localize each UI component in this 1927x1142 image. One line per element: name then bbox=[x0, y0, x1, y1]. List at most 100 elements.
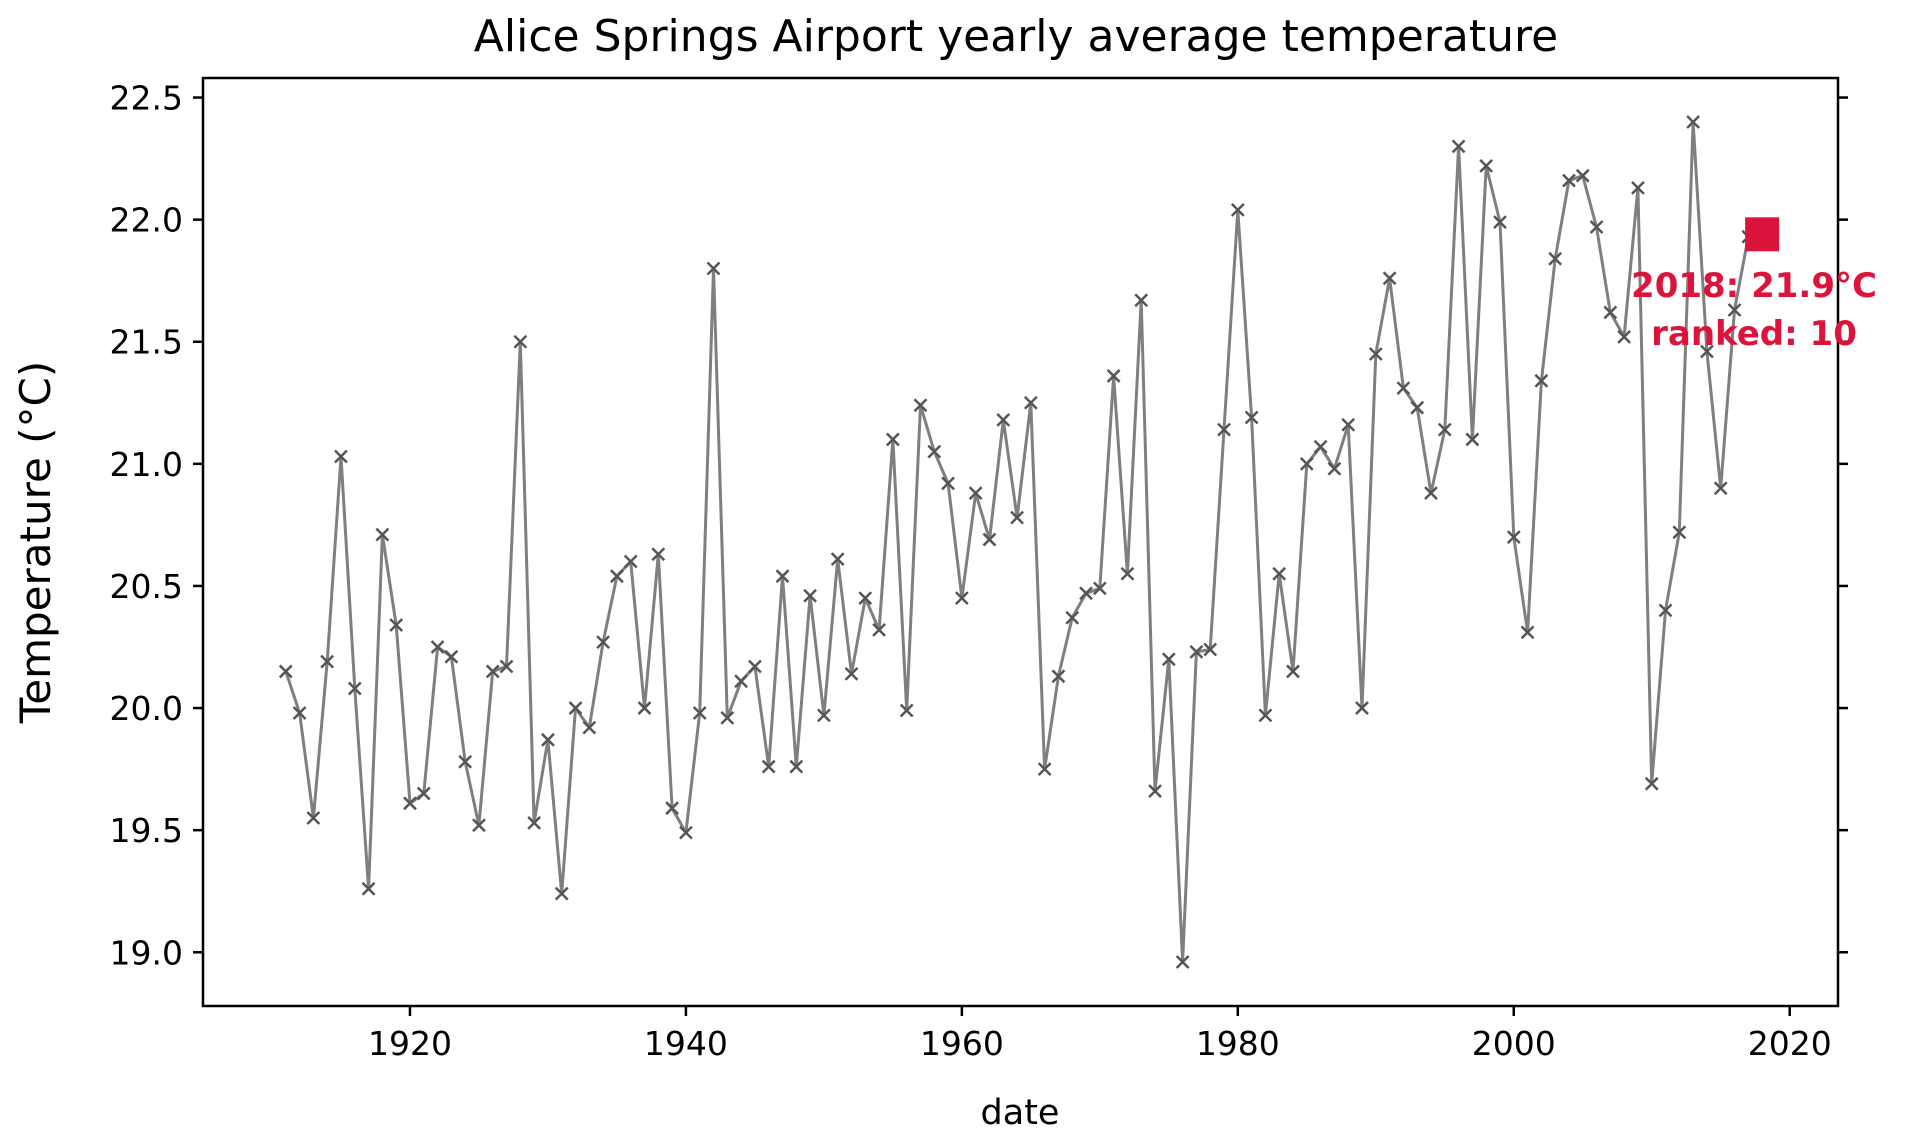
data-point-marker bbox=[761, 759, 776, 774]
data-point-marker bbox=[885, 432, 900, 447]
data-point-marker bbox=[1230, 202, 1245, 217]
data-point-marker bbox=[610, 569, 624, 584]
x-axis-label: date bbox=[981, 1093, 1060, 1133]
data-point-marker bbox=[1051, 669, 1066, 684]
data-point-marker bbox=[416, 786, 431, 801]
x-tick-label: 1980 bbox=[1196, 1024, 1280, 1063]
data-point-marker bbox=[706, 261, 721, 276]
data-point-marker bbox=[306, 811, 321, 825]
data-point-marker bbox=[1644, 776, 1659, 791]
plot-frame bbox=[201, 76, 1840, 1008]
data-point-marker bbox=[1617, 329, 1632, 344]
x-tick-label: 1960 bbox=[920, 1024, 1004, 1063]
data-point-marker bbox=[499, 659, 514, 674]
data-point-marker bbox=[665, 801, 679, 816]
data-point-marker bbox=[1603, 305, 1618, 320]
data-point-marker bbox=[692, 706, 707, 720]
data-point-marker bbox=[817, 708, 831, 723]
data-point-marker bbox=[1313, 439, 1328, 454]
y-ticks: 19.0 19.5 20.0 20.5 21.0 21.5 22.0 22.5 bbox=[110, 79, 1848, 972]
data-point-marker bbox=[1134, 293, 1149, 308]
data-point-marker bbox=[444, 649, 459, 664]
data-point-marker bbox=[720, 710, 735, 725]
data-point-marker bbox=[1396, 381, 1411, 396]
data-point-marker bbox=[1548, 251, 1563, 266]
data-point-marker bbox=[596, 635, 611, 650]
data-point-marker bbox=[472, 818, 486, 833]
data-point-marker bbox=[485, 664, 500, 679]
temperature-series-line bbox=[284, 120, 1763, 964]
data-point-marker bbox=[1203, 642, 1218, 657]
data-point-marker bbox=[1493, 215, 1507, 229]
data-point-marker bbox=[803, 588, 817, 603]
data-point-marker bbox=[1148, 784, 1162, 798]
x-tick-label: 2020 bbox=[1748, 1024, 1832, 1063]
y-axis-label: Temperature (°C) bbox=[11, 361, 60, 725]
data-point-marker bbox=[1023, 395, 1038, 410]
data-point-marker bbox=[1424, 486, 1438, 501]
y-tick-label: 21.5 bbox=[110, 323, 183, 362]
data-point-marker bbox=[1520, 625, 1535, 640]
y-tick-label: 22.5 bbox=[110, 79, 183, 118]
data-point-marker bbox=[458, 754, 473, 769]
data-point-marker bbox=[913, 398, 928, 413]
data-point-marker bbox=[430, 640, 445, 654]
data-point-marker bbox=[403, 796, 417, 811]
data-point-marker bbox=[1258, 708, 1273, 723]
data-point-marker bbox=[734, 674, 748, 689]
y-tick-label: 19.0 bbox=[110, 933, 183, 972]
data-point-marker bbox=[1079, 586, 1093, 601]
data-point-marker bbox=[1506, 530, 1521, 544]
data-point-marker bbox=[1120, 566, 1135, 581]
data-point-marker bbox=[1244, 410, 1259, 425]
data-point-marker bbox=[1562, 173, 1576, 188]
data-point-marker bbox=[1382, 271, 1397, 286]
data-point-marker bbox=[1700, 344, 1714, 359]
y-tick-label: 21.0 bbox=[110, 445, 183, 484]
data-point-marker bbox=[1106, 369, 1121, 383]
data-point-marker bbox=[623, 554, 638, 569]
data-point-marker bbox=[1465, 432, 1480, 447]
data-point-marker bbox=[568, 701, 583, 715]
data-point-marker bbox=[292, 706, 307, 720]
data-point-marker bbox=[375, 527, 390, 542]
data-point-marker bbox=[1327, 461, 1342, 476]
y-tick-label: 22.0 bbox=[110, 201, 183, 240]
x-tick-label: 1940 bbox=[644, 1024, 728, 1063]
data-point-marker bbox=[334, 449, 348, 464]
x-tick-label: 1920 bbox=[368, 1024, 452, 1063]
data-point-marker bbox=[347, 681, 362, 696]
data-point-marker bbox=[927, 444, 942, 459]
data-point-marker bbox=[1437, 422, 1452, 437]
data-point-marker bbox=[554, 886, 569, 901]
data-point-marker bbox=[1189, 645, 1204, 659]
data-point-marker bbox=[1631, 181, 1645, 195]
data-point-marker bbox=[320, 654, 335, 669]
data-point-marker bbox=[1727, 303, 1742, 317]
data-point-marker bbox=[1092, 581, 1107, 596]
data-point-marker bbox=[872, 623, 886, 637]
data-point-marker bbox=[1355, 701, 1369, 715]
data-point-marker bbox=[941, 476, 955, 491]
y-tick-label: 19.5 bbox=[110, 811, 183, 850]
data-point-marker bbox=[996, 413, 1011, 427]
data-point-marker bbox=[582, 720, 597, 735]
data-point-marker bbox=[1451, 139, 1466, 154]
chart-title: Alice Springs Airport yearly average tem… bbox=[474, 11, 1558, 62]
data-point-marker bbox=[968, 486, 983, 501]
data-point-marker bbox=[954, 591, 969, 606]
data-point-marker bbox=[775, 569, 790, 584]
data-point-marker bbox=[527, 815, 542, 830]
data-point-marker bbox=[1010, 510, 1024, 525]
data-point-marker bbox=[844, 666, 859, 681]
data-point-marker bbox=[1589, 220, 1604, 234]
data-point-marker bbox=[1534, 373, 1549, 388]
data-point-marker bbox=[858, 591, 873, 606]
data-point-marker bbox=[1341, 417, 1356, 432]
data-point-marker bbox=[651, 547, 666, 562]
data-point-marker bbox=[1479, 159, 1494, 173]
data-point-marker bbox=[789, 759, 804, 774]
data-point-marker bbox=[1299, 456, 1314, 471]
